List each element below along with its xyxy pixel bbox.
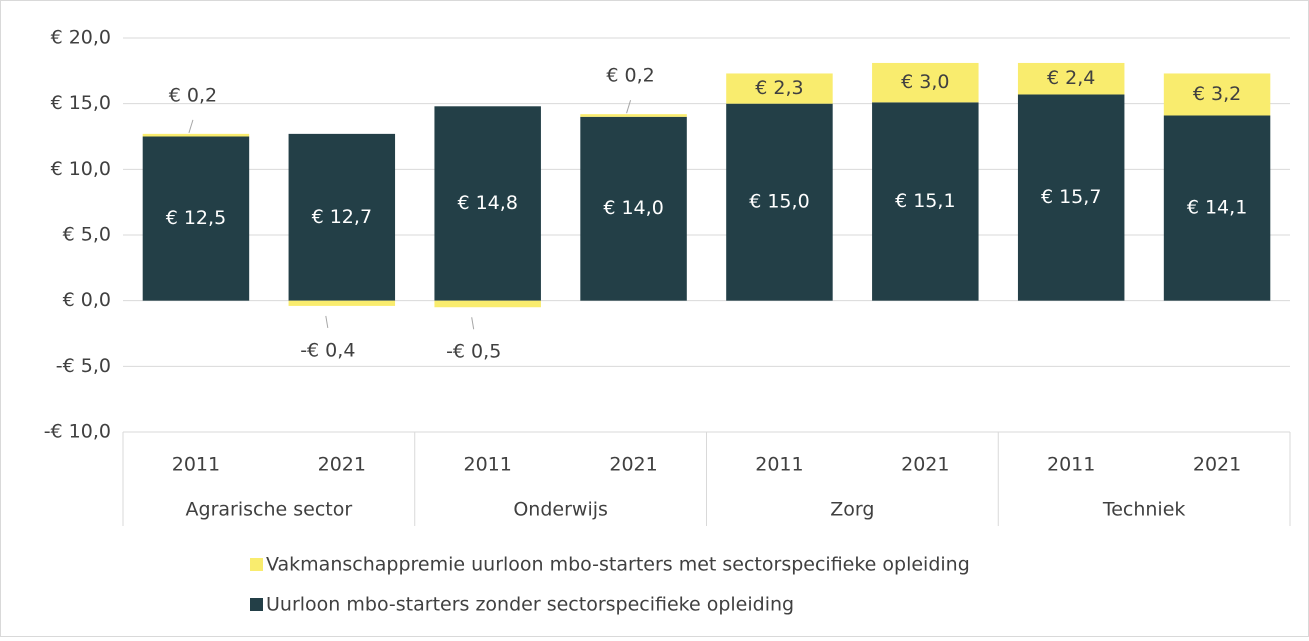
data-label: € 3,2 [1193, 83, 1241, 105]
bar-segment [142, 136, 250, 301]
data-label: € 2,3 [755, 77, 803, 99]
bar-segment [726, 73, 833, 104]
group-label: Zorg [830, 499, 874, 521]
bar-segment [1163, 115, 1271, 301]
data-label: € 12,5 [166, 207, 226, 229]
data-label: € 15,0 [749, 191, 809, 213]
y-tick-label: € 20,0 [51, 27, 111, 49]
group-label: Onderwijs [513, 499, 608, 521]
y-tick-label: € 10,0 [51, 158, 111, 180]
bar-segment [872, 102, 979, 301]
data-label: € 15,1 [895, 190, 955, 212]
data-label: € 14,0 [603, 197, 663, 219]
bar-segment [580, 114, 687, 117]
data-label: -€ 0,5 [446, 341, 501, 363]
leader-line [188, 119, 194, 134]
y-tick-label: -€ 10,0 [44, 421, 111, 443]
leader-line [626, 100, 632, 114]
leader-line [471, 317, 475, 330]
x-tick-label: 2011 [172, 454, 220, 476]
x-tick-label: 2021 [1193, 454, 1241, 476]
bar-segment [872, 62, 979, 103]
y-tick-label: € 5,0 [63, 224, 111, 246]
legend-label: Vakmanschappremie uurloon mbo-starters m… [266, 554, 970, 576]
bar-segment [580, 116, 687, 301]
data-label: € 3,0 [901, 71, 949, 93]
data-label: € 15,7 [1041, 186, 1101, 208]
legend-swatch [250, 598, 263, 611]
x-tick-label: 2021 [901, 454, 949, 476]
x-tick-label: 2011 [464, 454, 512, 476]
bar-segment [142, 133, 250, 137]
data-label: € 2,4 [1047, 67, 1095, 89]
y-tick-label: € 15,0 [51, 92, 111, 114]
bar-segment [288, 133, 396, 301]
bar-segment [288, 300, 396, 306]
legend-label: Uurloon mbo-starters zonder sectorspecif… [266, 594, 794, 616]
group-label: Techniek [1102, 499, 1186, 521]
x-tick-label: 2011 [755, 454, 803, 476]
data-label: € 14,1 [1187, 197, 1247, 219]
legend-swatch [250, 558, 263, 571]
data-label: € 14,8 [457, 192, 517, 214]
data-label: € 0,2 [606, 65, 654, 87]
y-tick-label: -€ 5,0 [56, 355, 111, 377]
leader-line [325, 315, 329, 329]
data-label: € 12,7 [312, 206, 372, 228]
group-label: Agrarische sector [186, 499, 353, 521]
bar-segment [434, 106, 541, 301]
x-tick-label: 2021 [318, 454, 366, 476]
bar-segment [434, 300, 541, 308]
x-tick-label: 2011 [1047, 454, 1095, 476]
x-tick-label: 2021 [609, 454, 657, 476]
bar-segment [726, 103, 833, 301]
data-label: -€ 0,4 [300, 339, 355, 361]
data-label: € 0,2 [169, 84, 217, 106]
bar-segment [1017, 62, 1125, 95]
bar-segment [1017, 94, 1125, 301]
bar-segment [1163, 73, 1271, 116]
y-tick-label: € 0,0 [63, 289, 111, 311]
